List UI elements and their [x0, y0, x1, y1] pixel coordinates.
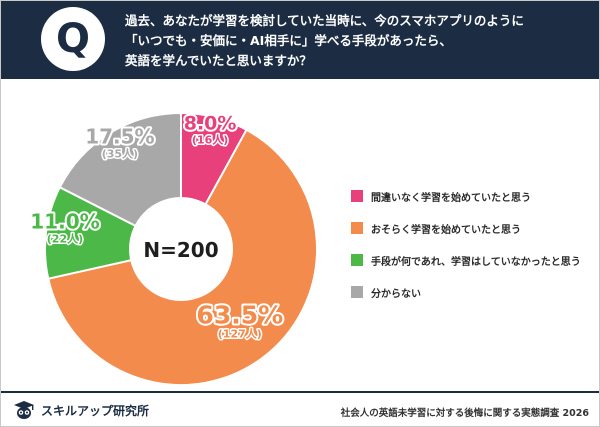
q-badge: Q — [41, 7, 105, 71]
donut-chart: N=200 8.0%(16人) 63.5%(127人) 11.0%(22人) 17.5… — [28, 111, 318, 386]
legend-item-not-at-all: 手段が何であれ、学習はしていなかったと思う — [351, 251, 581, 269]
legend-swatch — [351, 190, 363, 202]
percent-label-not-at-all: 11.0% — [30, 209, 99, 233]
count-label-definitely: (16人) — [192, 133, 228, 147]
legend-swatch — [351, 286, 363, 298]
legend-label: 間違いなく学習を始めていたと思う — [371, 192, 531, 204]
slice-labels: 8.0%(16人) 63.5%(127人) 11.0%(22人) 17.5%(35人) — [28, 111, 285, 342]
footer-divider — [1, 391, 599, 393]
count-label-not-at-all: (22人) — [47, 231, 83, 245]
percent-label-definitely: 8.0% — [184, 113, 237, 135]
question-line-3: 英語を学んでいたと思いますか？ — [125, 53, 312, 68]
q-letter: Q — [55, 16, 90, 62]
donut-hole — [129, 197, 233, 301]
legend-swatch — [351, 254, 363, 266]
brand: スキルアップ研究所 — [13, 400, 149, 420]
legend-item-unknown: 分からない — [351, 283, 581, 301]
legend-label: おそらく学習を始めていたと思う — [371, 224, 521, 236]
percent-label-probably: 63.5% — [196, 300, 283, 329]
question-line-1: 過去、あなたが学習を検討していた当時に、今のスマホアプリのように — [125, 13, 524, 28]
center-label: N=200 — [143, 238, 218, 262]
legend-item-definitely: 間違いなく学習を始めていたと思う — [351, 187, 581, 205]
question-header: Q 過去、あなたが学習を検討していた当時に、今のスマホアプリのように 「いつでも… — [1, 1, 599, 79]
question-text: 過去、あなたが学習を検討していた当時に、今のスマホアプリのように 「いつでも・安… — [125, 11, 575, 71]
percent-label-unknown: 17.5% — [85, 124, 154, 148]
brand-name: スキルアップ研究所 — [41, 403, 150, 418]
owl-logo-icon — [14, 401, 34, 419]
legend-item-probably: おそらく学習を始めていたと思う — [351, 219, 581, 237]
legend-swatch — [351, 222, 363, 234]
chart-legend: 間違いなく学習を始めていたと思う おそらく学習を始めていたと思う手段が何であれ、学… — [351, 187, 581, 315]
count-label-probably: (127人) — [218, 326, 262, 340]
source-caption: 社会人の英語未学習に対する後悔に関する実態調査 2026 — [340, 408, 589, 419]
legend-label: 分からない — [371, 288, 421, 300]
count-label-unknown: (35人) — [102, 146, 138, 160]
question-line-2: 「いつでも・安価に・AI相手に」学べる手段があったら、 — [125, 33, 452, 48]
legend-label: 手段が何であれ、学習はしていなかったと思う — [371, 256, 581, 268]
